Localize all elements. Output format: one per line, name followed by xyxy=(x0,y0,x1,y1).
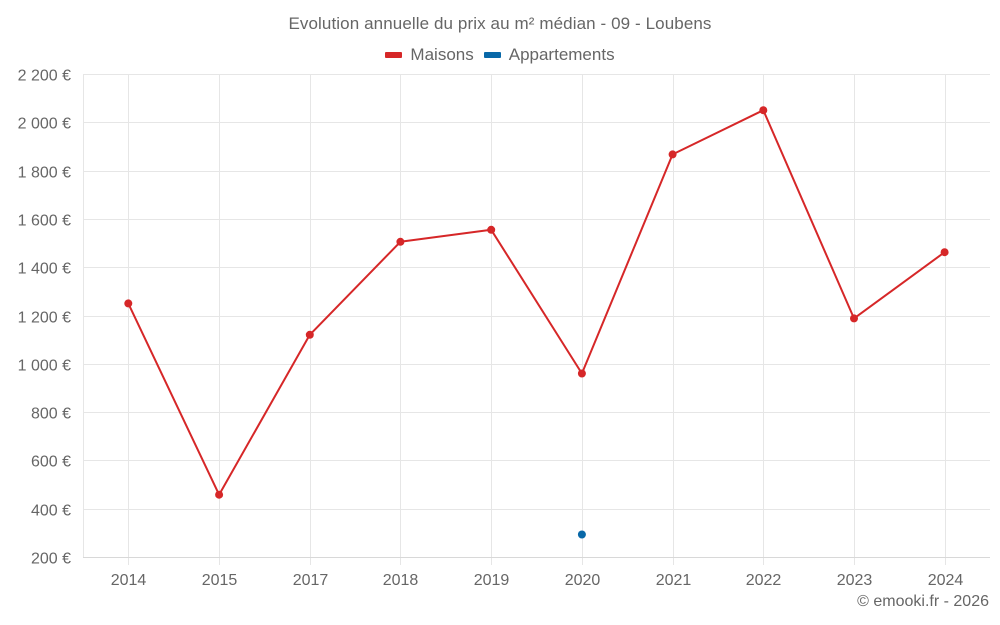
x-tick-label: 2024 xyxy=(928,572,964,589)
x-axis-labels: 2014 2015 2017 2018 2019 2020 2021 2022 2023 2024 xyxy=(111,572,964,589)
series-layer xyxy=(124,106,949,539)
legend-swatch-maisons xyxy=(385,52,403,58)
x-tick-label: 2014 xyxy=(111,572,147,589)
legend-item-appartements[interactable]: Appartements xyxy=(483,45,615,65)
data-point[interactable] xyxy=(577,369,586,378)
data-point[interactable] xyxy=(577,530,586,539)
y-tick-label: 1 800 € xyxy=(18,165,71,182)
series-appartements xyxy=(577,530,586,539)
credit-text: © emooki.fr - 2026 xyxy=(857,593,989,610)
y-tick-label: 1 600 € xyxy=(18,213,71,230)
data-point[interactable] xyxy=(487,225,496,234)
x-tick-label: 2018 xyxy=(383,572,419,589)
data-point[interactable] xyxy=(759,106,768,115)
x-tick-label: 2019 xyxy=(474,572,510,589)
data-point[interactable] xyxy=(215,490,224,499)
y-tick-label: 2 000 € xyxy=(18,116,71,133)
x-tick-label: 2022 xyxy=(746,572,782,589)
y-tick-label: 1 200 € xyxy=(18,310,71,327)
legend-swatch-appartements xyxy=(483,52,501,58)
series-line xyxy=(127,109,946,496)
x-tick-label: 2015 xyxy=(202,572,238,589)
x-axis xyxy=(83,557,990,565)
x-tick-label: 2023 xyxy=(837,572,873,589)
data-point[interactable] xyxy=(940,248,949,257)
legend-label-maisons: Maisons xyxy=(410,45,474,64)
legend-label-appartements: Appartements xyxy=(508,45,615,64)
data-point[interactable] xyxy=(668,150,677,159)
y-gridlines xyxy=(83,74,990,510)
y-tick-label: 600 € xyxy=(31,454,71,471)
x-tick-label: 2020 xyxy=(565,572,601,589)
series-maisons xyxy=(124,106,949,499)
x-gridlines xyxy=(83,74,946,557)
y-tick-label: 1 400 € xyxy=(18,261,71,278)
legend-item-maisons[interactable]: Maisons xyxy=(385,45,474,65)
y-tick-label: 2 200 € xyxy=(18,68,71,85)
legend: Maisons Appartements xyxy=(0,45,1000,65)
data-point[interactable] xyxy=(850,314,858,323)
y-tick-label: 400 € xyxy=(31,503,71,520)
y-tick-label: 200 € xyxy=(31,551,71,568)
y-tick-label: 800 € xyxy=(31,406,71,423)
x-tick-label: 2017 xyxy=(293,572,329,589)
x-tick-label: 2021 xyxy=(656,572,692,589)
data-point[interactable] xyxy=(305,330,314,339)
y-tick-label: 1 000 € xyxy=(18,358,71,375)
chart-title: Evolution annuelle du prix au m² médian … xyxy=(288,14,712,33)
data-point[interactable] xyxy=(396,237,405,246)
y-axis-labels: 200 € 400 € 600 € 800 € 1 000 € 1 200 € 1 400 … xyxy=(18,68,71,568)
data-point[interactable] xyxy=(124,299,133,308)
